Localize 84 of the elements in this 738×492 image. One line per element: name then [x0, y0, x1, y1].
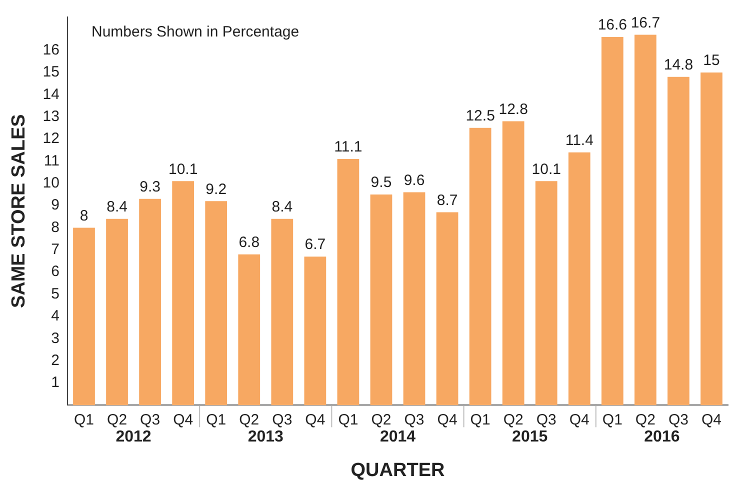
bar	[469, 128, 492, 406]
y-tick-label: 14	[42, 86, 60, 103]
text: 2012	[116, 428, 152, 446]
x-tick-label: Q1	[470, 411, 490, 428]
data-label: 6.8	[238, 234, 260, 251]
bar	[502, 121, 524, 406]
bar	[139, 198, 161, 406]
bar	[700, 72, 722, 406]
data-label: 15	[703, 52, 720, 70]
data-label: 16.6	[598, 16, 628, 34]
y-tick-label: 8	[51, 218, 60, 236]
annotation: Numbers Shown in Percentage	[91, 24, 300, 41]
text: 2013	[248, 428, 284, 446]
x-tick-label: Q1	[338, 411, 358, 428]
y-tick-label: 5	[51, 285, 60, 302]
x-tick-label: Q1	[74, 411, 94, 428]
data-label: 9.6	[404, 172, 425, 189]
x-tick-label: Q4	[437, 411, 458, 428]
data-label: 8.7	[436, 192, 458, 209]
bar	[436, 212, 458, 406]
data-label: 6.7	[304, 236, 326, 254]
y-tick-label: 13	[42, 108, 60, 125]
x-tick-label: Q4	[701, 411, 722, 428]
bar	[668, 76, 690, 406]
bar	[568, 152, 590, 406]
data-label: 12.8	[498, 100, 528, 118]
x-tick-label: Q3	[536, 411, 556, 428]
bar	[370, 194, 392, 406]
x-tick-label: Q4	[173, 411, 194, 428]
y-tick-label: 11	[44, 152, 60, 170]
x-tick-label: Q1	[602, 411, 622, 428]
bar	[535, 181, 558, 406]
y-tick-label: 7	[51, 241, 60, 258]
bar	[304, 256, 326, 406]
data-label: 9.3	[140, 178, 160, 196]
data-label: 11.1	[334, 138, 362, 156]
x-tick-label: Q3	[272, 411, 292, 428]
bar	[403, 192, 426, 406]
data-label: 12.5	[466, 108, 495, 125]
data-label: 16.7	[630, 14, 660, 32]
y-tick-label: 15	[42, 64, 60, 81]
x-tick-label: Q3	[668, 411, 688, 428]
x-tick-label: Q1	[206, 411, 226, 428]
bar	[172, 181, 194, 406]
bar	[205, 201, 228, 406]
y-tick-label: 9	[51, 196, 60, 214]
bar	[73, 228, 95, 406]
y-tick-label: 16	[42, 41, 60, 58]
data-label: 8.4	[272, 198, 293, 216]
y-tick-label: 4	[51, 308, 60, 325]
y-tick-label: 3	[51, 330, 60, 347]
x-axis-title: QUARTER	[350, 460, 445, 481]
x-tick-label: Q2	[239, 411, 260, 428]
bar	[634, 34, 656, 406]
text: 2016	[644, 428, 680, 446]
data-label: 11.4	[565, 132, 594, 149]
y-axis-title: SAME STORE SALES	[8, 114, 30, 308]
data-label: 9.5	[370, 174, 392, 192]
bar	[238, 254, 260, 406]
x-tick-label: Q4	[569, 411, 590, 428]
data-label: 8	[80, 207, 88, 224]
x-tick-label: Q3	[140, 411, 160, 428]
x-tick-label: Q2	[635, 411, 656, 428]
bar	[337, 158, 360, 406]
x-tick-label: Q2	[371, 411, 392, 428]
y-tick-label: 10	[42, 174, 60, 192]
x-tick-label: Q2	[503, 411, 524, 428]
x-tick-label: Q4	[305, 411, 326, 428]
data-label: 10.1	[532, 160, 561, 178]
bar	[601, 36, 624, 406]
bar	[106, 218, 128, 406]
bar	[271, 218, 294, 406]
y-tick-label: 2	[51, 352, 60, 369]
data-label: 14.8	[664, 56, 694, 74]
text: 2015	[512, 428, 548, 446]
data-label: 10.1	[168, 160, 198, 178]
y-tick-label: 1	[51, 374, 60, 392]
text: 2014	[380, 428, 416, 446]
data-label: 9.2	[206, 180, 227, 198]
data-label: 8.4	[106, 198, 128, 216]
x-tick-label: Q3	[404, 411, 424, 428]
y-tick-label: 12	[42, 130, 60, 148]
x-tick-label: Q2	[107, 411, 128, 428]
y-tick-label: 6	[51, 263, 60, 280]
